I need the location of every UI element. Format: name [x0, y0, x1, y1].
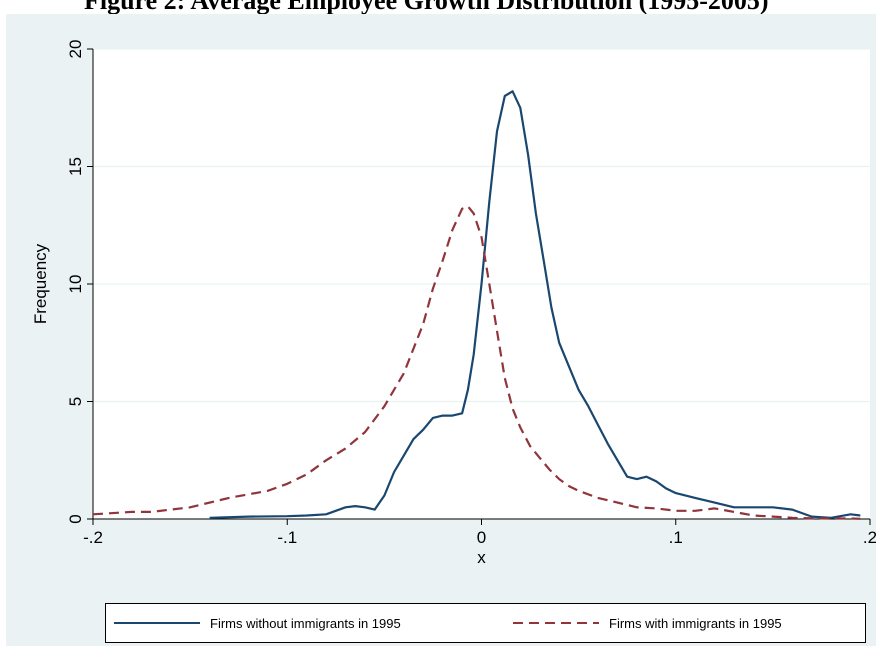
- x-axis-title: x: [477, 548, 486, 567]
- y-tick-label: 10: [66, 275, 85, 294]
- y-tick-label: 20: [66, 40, 85, 59]
- plot-area: 0 5 10 15 20 -.2 -.1 0 .1 .2 x Frequency: [31, 40, 876, 567]
- legend-label-without-immigrants: Firms without immigrants in 1995: [210, 615, 401, 631]
- legend-swatch-without-immigrants: [114, 622, 200, 624]
- x-tick-label: 0: [477, 528, 486, 547]
- y-axis-title: Frequency: [31, 243, 50, 324]
- x-tick-label: .1: [669, 528, 683, 547]
- y-tick-label: 15: [66, 157, 85, 176]
- chart-frame: 0 5 10 15 20 -.2 -.1 0 .1 .2 x Frequency Firms with…: [6, 14, 876, 646]
- y-tick-label: 5: [66, 397, 85, 406]
- legend-entry-with-immigrants: Firms with immigrants in 1995: [513, 604, 782, 642]
- x-tick-label: -.2: [83, 528, 103, 547]
- x-tick-label: .2: [863, 528, 876, 547]
- legend-swatch-with-immigrants: [513, 622, 599, 624]
- x-tick-label: -.1: [277, 528, 297, 547]
- chart-title: Figure 2: Average Employee Growth Distri…: [84, 0, 769, 15]
- legend: Firms without immigrants in 1995 Firms w…: [105, 603, 866, 643]
- legend-label-with-immigrants: Firms with immigrants in 1995: [609, 615, 782, 631]
- y-tick-label: 0: [66, 514, 85, 523]
- series-line-without-immigrants: [209, 90, 861, 519]
- legend-entry-without-immigrants: Firms without immigrants in 1995: [114, 604, 401, 642]
